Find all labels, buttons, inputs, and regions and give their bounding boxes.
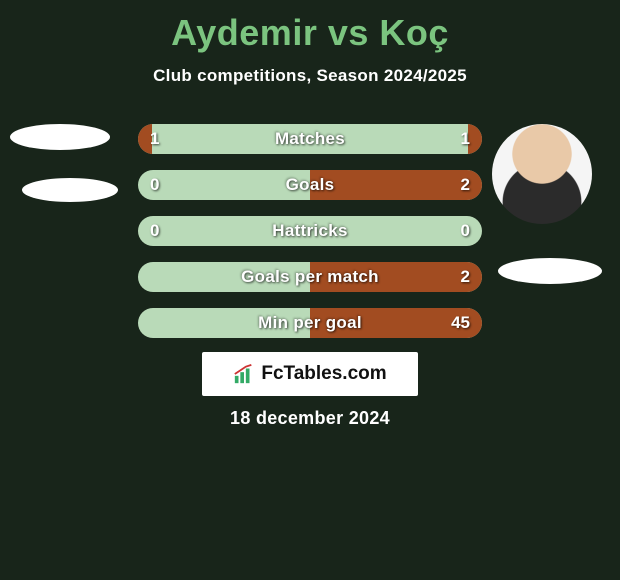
stats-container: 11Matches 02Goals 00Hattricks 2Goals per ma… xyxy=(138,124,482,354)
stat-row: 11Matches xyxy=(138,124,482,154)
stat-label: Hattricks xyxy=(138,216,482,246)
fctables-link[interactable]: FcTables.com xyxy=(202,352,418,396)
stat-label: Min per goal xyxy=(138,308,482,338)
comparison-subtitle: Club competitions, Season 2024/2025 xyxy=(0,66,620,86)
player-left-avatar-shadow-2 xyxy=(22,178,118,202)
player-right-avatar-shadow xyxy=(498,258,602,284)
stat-row: 45Min per goal xyxy=(138,308,482,338)
player-right-avatar xyxy=(492,124,592,224)
comparison-title: Aydemir vs Koç xyxy=(0,0,620,54)
snapshot-date: 18 december 2024 xyxy=(0,408,620,429)
fctables-logo-text: FcTables.com xyxy=(261,363,386,385)
stat-label: Matches xyxy=(138,124,482,154)
stat-row: 02Goals xyxy=(138,170,482,200)
bar-chart-icon xyxy=(233,363,255,385)
stat-label: Goals per match xyxy=(138,262,482,292)
stat-row: 00Hattricks xyxy=(138,216,482,246)
player-left-avatar-shadow xyxy=(10,124,110,150)
stat-label: Goals xyxy=(138,170,482,200)
stat-row: 2Goals per match xyxy=(138,262,482,292)
